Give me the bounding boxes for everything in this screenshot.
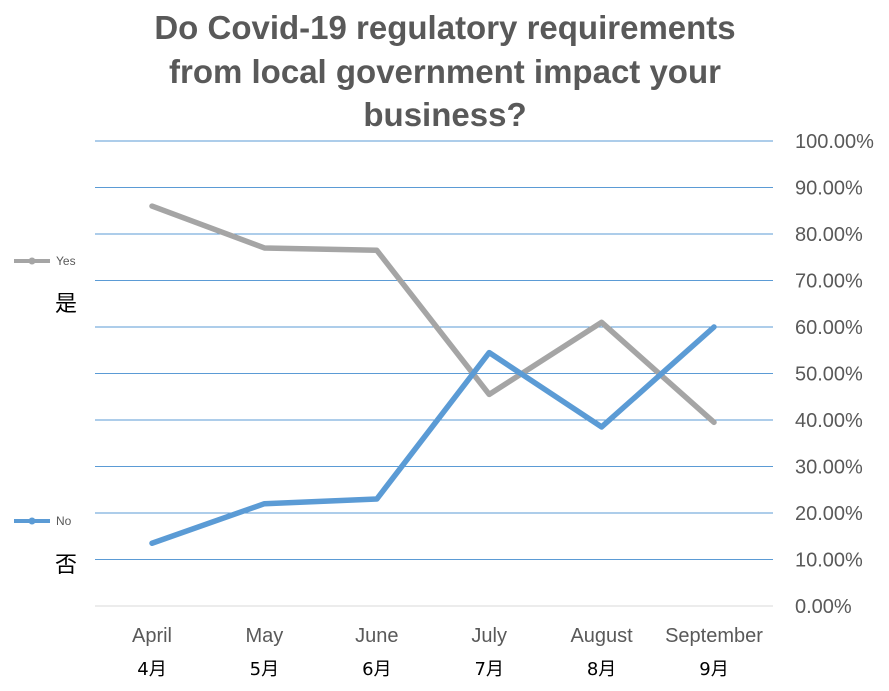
x-tick-sublabel: 8月 bbox=[587, 659, 616, 680]
legend-swatch-marker bbox=[28, 517, 36, 525]
legend-sublabel: 是 bbox=[55, 292, 77, 317]
y-tick-label: 20.00% bbox=[795, 503, 863, 525]
x-tick-label: September bbox=[665, 625, 763, 647]
chart-title: Do Covid-19 regulatory requirements from… bbox=[154, 9, 736, 134]
y-tick-label: 30.00% bbox=[795, 457, 863, 479]
legend-label: No bbox=[56, 514, 72, 528]
y-tick-label: 70.00% bbox=[795, 271, 863, 293]
x-tick-sublabel: 4月 bbox=[137, 659, 166, 680]
y-tick-label: 100.00% bbox=[795, 131, 874, 153]
gridlines bbox=[95, 140, 773, 607]
series-line-no bbox=[149, 324, 717, 546]
legend-swatch-marker bbox=[28, 257, 36, 265]
y-tick-label: 40.00% bbox=[795, 410, 863, 432]
y-axis-ticks: 0.00% 10.00% 20.00% 30.00% 40.00% 50.00% 60.00… bbox=[795, 131, 874, 618]
x-axis-ticks: April 4月 May 5月 June 6月 July 7月 August 8月 Septembe… bbox=[132, 625, 763, 680]
x-tick-label: July bbox=[471, 625, 507, 647]
y-tick-label: 60.00% bbox=[795, 317, 863, 339]
x-tick-label: May bbox=[246, 625, 284, 647]
y-tick-label: 90.00% bbox=[795, 178, 863, 200]
x-tick-sublabel: 7月 bbox=[474, 659, 503, 680]
x-tick-label: June bbox=[355, 625, 398, 647]
x-tick-sublabel: 9月 bbox=[699, 659, 728, 680]
legend: Yes 是 No 否 bbox=[14, 254, 77, 578]
x-tick-label: August bbox=[570, 625, 633, 647]
y-tick-label: 80.00% bbox=[795, 224, 863, 246]
legend-sublabel: 否 bbox=[55, 553, 77, 578]
x-tick-sublabel: 5月 bbox=[250, 659, 279, 680]
series-lines bbox=[149, 203, 717, 546]
legend-label: Yes bbox=[56, 254, 76, 268]
y-tick-label: 10.00% bbox=[795, 550, 863, 572]
x-tick-label: April bbox=[132, 625, 172, 647]
y-tick-label: 50.00% bbox=[795, 364, 863, 386]
series-line-yes bbox=[149, 203, 717, 426]
x-tick-sublabel: 6月 bbox=[362, 659, 391, 680]
y-tick-label: 0.00% bbox=[795, 596, 852, 618]
